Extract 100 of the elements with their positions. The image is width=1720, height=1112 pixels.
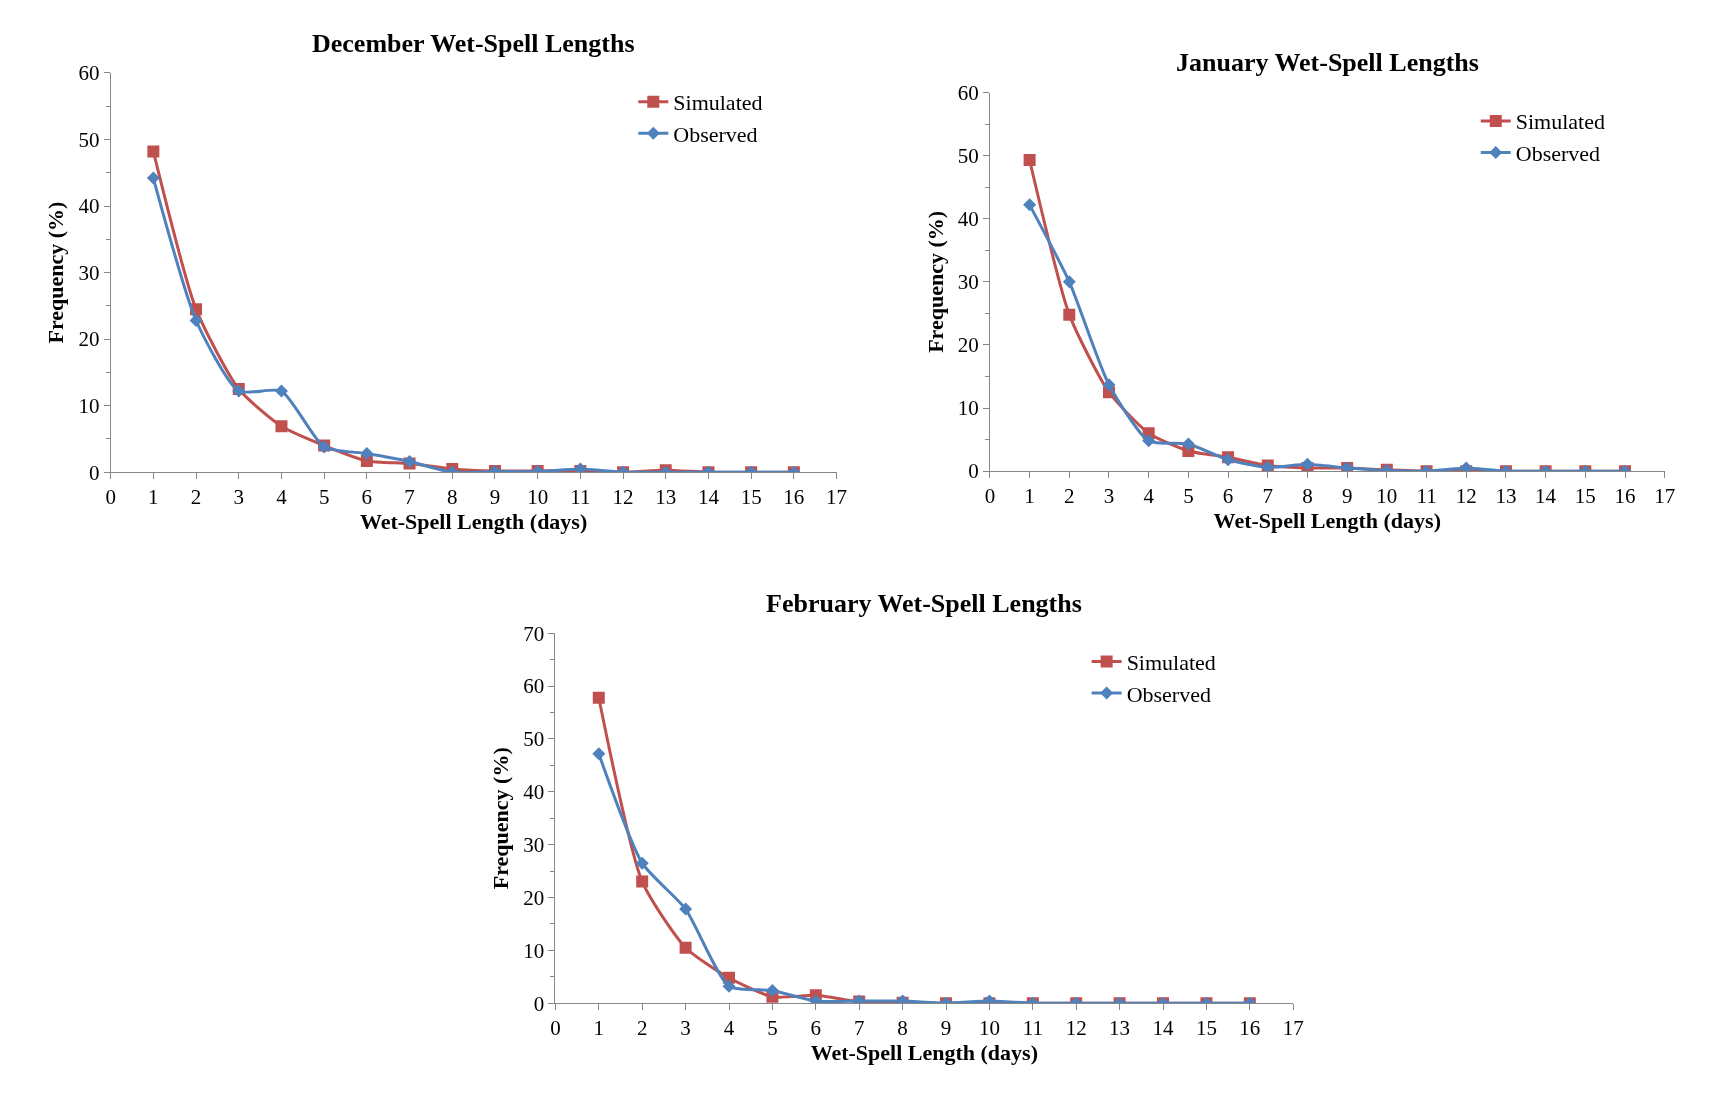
x-tick-label: 8 [897, 1016, 908, 1041]
point [722, 979, 736, 993]
x-tick-label: 3 [233, 485, 244, 510]
y-tick-label: 0 [533, 991, 545, 1016]
y-tick-label: 50 [523, 727, 545, 752]
y-tick-label: 50 [78, 127, 100, 152]
x-tick-label: 13 [655, 485, 677, 510]
x-tick-label: 5 [318, 485, 330, 510]
x-tick-label: 8 [1302, 484, 1313, 509]
x-tick-label: 15 [1195, 1016, 1217, 1041]
y-axis-title: Frequency (%) [487, 747, 513, 890]
point [1062, 275, 1076, 289]
y-axis-title: Frequency (%) [922, 210, 948, 353]
x-tick-label: 12 [1455, 484, 1477, 509]
x-tick-label: 10 [1376, 484, 1398, 509]
point [274, 384, 288, 398]
x-tick-label: 6 [810, 1016, 822, 1041]
y-tick-label: 10 [78, 394, 100, 419]
legend-label: Observed [1126, 681, 1211, 707]
x-tick-label: 14 [1535, 484, 1557, 509]
x-tick-label: 0 [550, 1016, 561, 1041]
y-tick-label: 0 [968, 459, 979, 484]
point [1063, 308, 1076, 321]
legend-label: Simulated [673, 90, 763, 116]
x-tick-label: 4 [276, 485, 288, 510]
x-tick-label: 0 [984, 484, 996, 509]
y-tick-label: 30 [957, 270, 979, 295]
x-tick-label: 0 [105, 485, 116, 510]
x-tick-label: 17 [826, 485, 848, 510]
legend-label: Simulated [1515, 109, 1605, 135]
x-axis-title: Wet-Spell Length (days) [810, 1040, 1038, 1066]
x-tick-label: 16 [783, 485, 805, 510]
y-tick-label: 70 [523, 621, 545, 646]
y-tick-label: 60 [78, 61, 100, 86]
x-tick-label: 15 [1574, 484, 1596, 509]
point [592, 691, 605, 704]
y-tick-label: 40 [523, 780, 545, 805]
y-tick-label: 10 [957, 396, 979, 421]
x-tick-label: 1 [593, 1016, 605, 1041]
x-tick-label: 9 [1341, 484, 1353, 509]
x-tick-label: 5 [1183, 484, 1194, 509]
point [636, 875, 649, 888]
x-axis-title: Wet-Spell Length (days) [359, 509, 588, 535]
x-tick-label: 13 [1109, 1016, 1131, 1041]
point [1102, 378, 1116, 392]
x-tick-label: 5 [767, 1016, 778, 1041]
y-tick-label: 30 [523, 832, 545, 857]
x-tick-label: 9 [489, 485, 501, 510]
y-tick-label: 20 [523, 885, 545, 910]
x-tick-label: 17 [1282, 1016, 1304, 1041]
x-tick-label: 10 [978, 1016, 1000, 1041]
x-tick-label: 6 [1222, 484, 1234, 509]
x-tick-label: 9 [940, 1016, 952, 1041]
point [1181, 437, 1195, 451]
x-tick-label: 17 [1654, 484, 1676, 509]
point [1142, 434, 1156, 448]
point [679, 902, 693, 916]
x-tick-label: 2 [1064, 484, 1075, 509]
x-tick-label: 3 [680, 1016, 691, 1041]
y-tick-label: 20 [957, 333, 979, 358]
x-tick-label: 7 [1262, 484, 1274, 509]
x-tick-label: 4 [723, 1016, 735, 1041]
legend-label: Observed [1515, 141, 1601, 167]
point [146, 171, 160, 185]
point [1300, 457, 1314, 471]
x-tick-label: 1 [148, 485, 159, 510]
x-tick-label: 11 [570, 485, 591, 510]
point [147, 145, 160, 158]
y-tick-label: 40 [78, 194, 100, 219]
x-axis-title: Wet-Spell Length (days) [1213, 508, 1441, 534]
chart-title: February Wet-Spell Lengths [766, 589, 1082, 618]
x-tick-label: 8 [447, 485, 458, 510]
legend-label: Simulated [1126, 650, 1216, 676]
point [592, 747, 606, 761]
point [189, 313, 203, 327]
point [275, 420, 288, 433]
x-tick-label: 12 [1065, 1016, 1087, 1041]
y-tick-label: 60 [957, 80, 979, 105]
point [679, 941, 692, 954]
x-tick-label: 12 [612, 485, 634, 510]
y-tick-label: 60 [523, 674, 545, 699]
x-tick-label: 2 [636, 1016, 648, 1041]
x-tick-label: 11 [1416, 484, 1437, 509]
x-tick-label: 7 [404, 485, 415, 510]
y-tick-label: 30 [78, 260, 100, 285]
point [765, 983, 779, 997]
x-tick-label: 6 [361, 485, 373, 510]
x-tick-label: 16 [1614, 484, 1636, 509]
y-tick-label: 10 [523, 938, 545, 963]
legend-label: Observed [673, 121, 758, 147]
x-tick-label: 16 [1239, 1016, 1261, 1041]
y-axis-title: Frequency (%) [43, 201, 69, 344]
x-tick-label: 1 [1024, 484, 1035, 509]
point [635, 856, 649, 870]
point [1023, 154, 1036, 167]
x-tick-label: 7 [853, 1016, 865, 1041]
y-tick-label: 0 [88, 460, 100, 485]
x-tick-label: 15 [740, 485, 762, 510]
x-tick-label: 11 [1022, 1016, 1043, 1041]
x-tick-label: 2 [190, 485, 202, 510]
